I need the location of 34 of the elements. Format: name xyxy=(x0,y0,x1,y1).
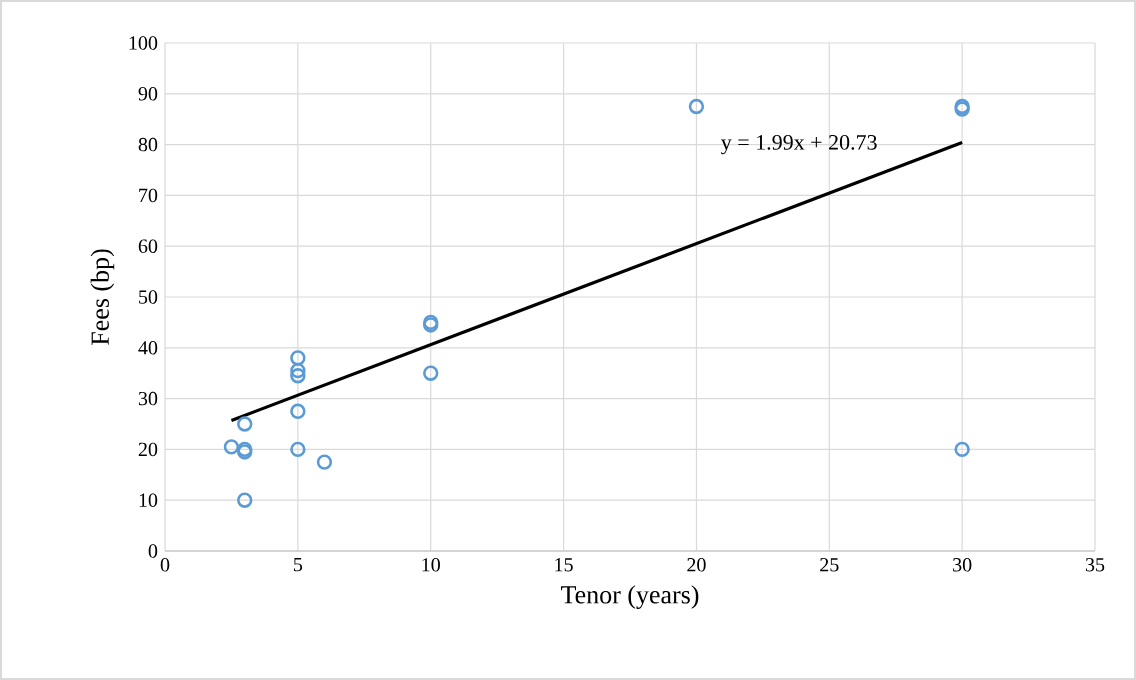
point xyxy=(290,350,306,366)
annotation: y = 1.99x + 20.73 xyxy=(721,134,877,155)
point xyxy=(237,492,253,508)
point xyxy=(316,454,333,470)
x-tick-label: 20 xyxy=(687,558,706,572)
y-tick-label: 10 xyxy=(139,493,158,507)
x-tick-label: 35 xyxy=(1085,558,1105,572)
y-tick-label: 70 xyxy=(139,188,158,203)
point xyxy=(954,441,970,458)
point xyxy=(223,439,240,455)
x-axis-title: Tenor (years) xyxy=(561,585,699,609)
point xyxy=(290,362,306,379)
y-tick-label: 30 xyxy=(138,391,158,406)
y-tick-label: 20 xyxy=(138,442,158,457)
point xyxy=(688,98,705,115)
x-tick-label: 0 xyxy=(160,558,170,572)
y-tick-label: 40 xyxy=(138,341,158,355)
y-tick-label: 100 xyxy=(129,36,158,50)
x-tick-label: 10 xyxy=(422,558,440,572)
y-axis-title: Fees (bp) xyxy=(90,249,115,345)
x-tick-label: 5 xyxy=(294,558,303,572)
y-tick-label: 50 xyxy=(139,290,158,304)
x-tick-label: 15 xyxy=(555,558,573,572)
y-tick-label: 60 xyxy=(138,239,158,253)
y-tick-label: 80 xyxy=(138,137,158,152)
point xyxy=(290,368,306,384)
point xyxy=(423,365,439,381)
x-tick-label: 30 xyxy=(953,558,972,572)
point xyxy=(290,403,306,419)
point xyxy=(237,416,253,432)
y-tick-label: 0 xyxy=(148,544,158,558)
point xyxy=(290,441,306,458)
y-tick-label: 90 xyxy=(138,87,158,101)
x-tick-label: 25 xyxy=(820,558,839,572)
